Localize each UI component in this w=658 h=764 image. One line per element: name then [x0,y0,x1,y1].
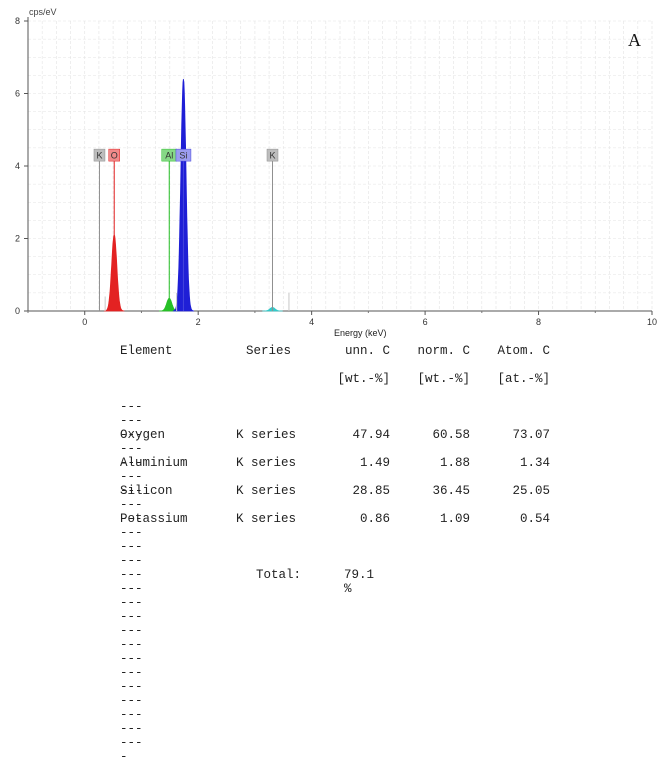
marker-label-box [108,148,120,162]
table-row: Aluminium K series 1.49 1.88 1.34 [120,456,550,470]
element-markers: K O Al Si K [93,148,290,311]
header-element: Element [120,344,173,358]
total-label: Total: [256,568,302,582]
panel-letter: A [628,30,641,50]
y-tick-label: 8 [15,16,20,26]
header-norm-c: norm. C [417,344,470,358]
table-row: Oxygen K series 47.94 60.58 73.07 [120,428,550,442]
table-units-row: [wt.-%] [wt.-%] [at.-%] [118,372,550,400]
unit-unn-c: [wt.-%] [337,372,390,386]
spectrum-peaks [104,78,283,312]
header-atom-c: Atom. C [497,344,550,358]
x-tick-label: 2 [196,317,201,327]
unit-atom-c: [at.-%] [497,372,550,386]
table-separator: ----------------------------------------… [120,540,143,764]
x-tick-label: 8 [536,317,541,327]
marker-label-box [93,148,106,162]
composition-table: Element Series unn. C norm. C Atom. C [w… [118,344,550,764]
y-tick-label: 0 [15,306,20,316]
marker-label: O [111,151,118,161]
table-total-row: Total: 79.1 % [118,568,374,596]
chart-gridlines [27,20,653,312]
unit-norm-c: [wt.-%] [417,372,470,386]
x-tick-label: 10 [647,317,657,327]
x-tick-label: 4 [309,317,314,327]
y-axis-label: cps/eV [29,7,57,17]
table-row: Potassium K series 0.86 1.09 0.54 [120,512,550,526]
total-value: 79.1 % [344,568,375,596]
y-tick-label: 6 [15,89,20,99]
marker-label: K [96,151,102,161]
marker-label: Al [165,151,173,161]
table-separator: ----------------------------------------… [120,400,143,624]
table-header-row: Element Series unn. C norm. C Atom. C [118,344,550,372]
table-row: Silicon K series 28.85 36.45 25.05 [120,484,550,498]
marker-label-box [175,148,192,162]
x-axis-label: Energy (keV) [334,328,387,338]
y-tick-label: 2 [15,234,20,244]
x-tick-label: 0 [82,317,87,327]
header-series: Series [246,344,292,358]
y-tick-label: 4 [15,161,20,171]
marker-label: K [269,151,275,161]
chart-axes: 0 2 4 6 8 0 2 4 6 8 10 [15,16,657,327]
marker-label-box [266,148,279,162]
x-tick-label: 6 [423,317,428,327]
header-unn-c: unn. C [344,344,390,358]
marker-label: Si [179,151,187,161]
